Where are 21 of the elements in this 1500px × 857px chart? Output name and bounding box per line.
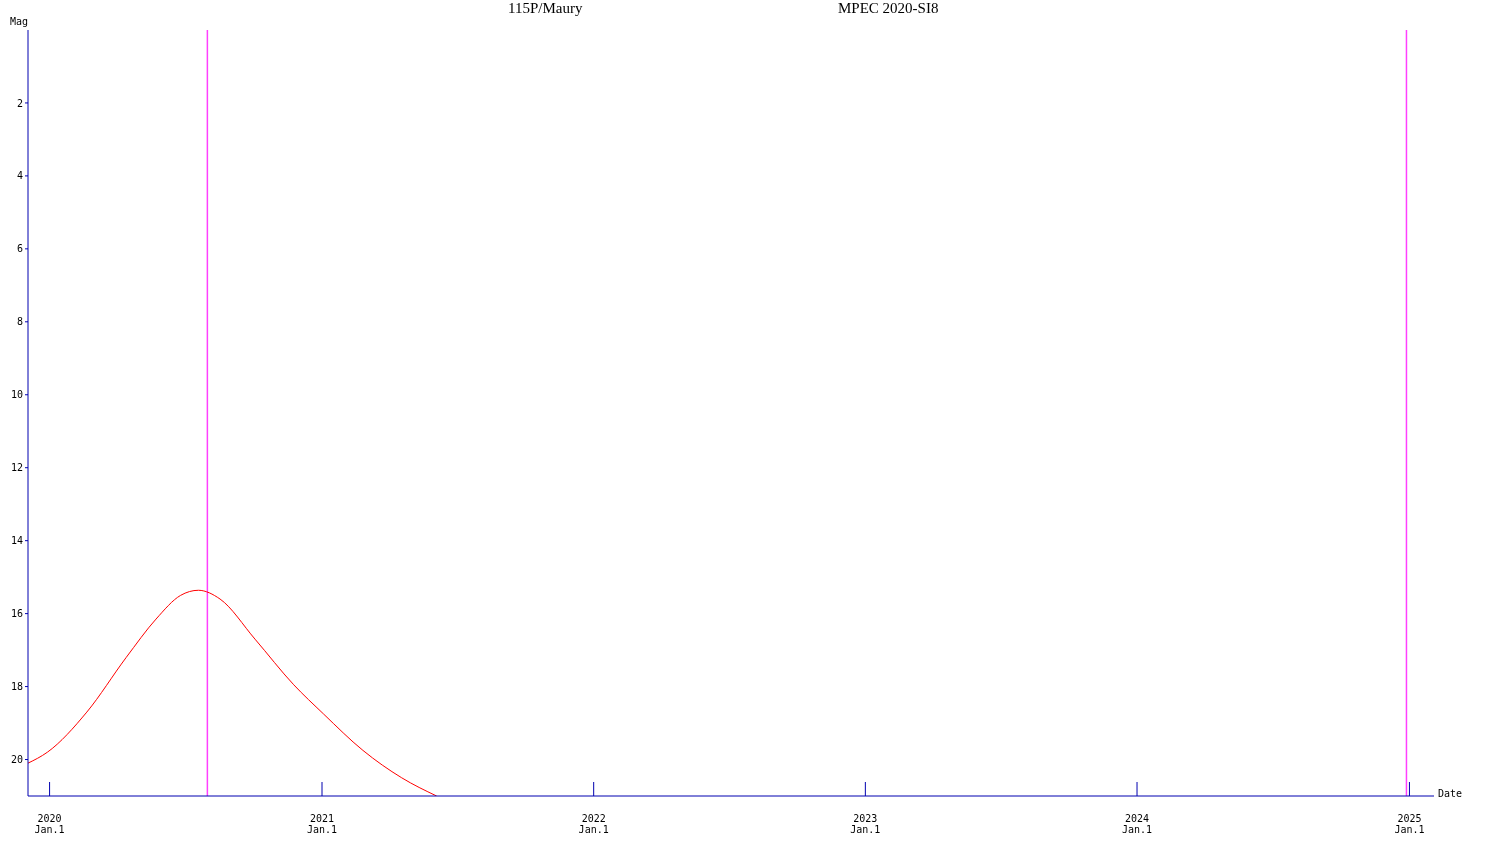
x-tick-label: 2022 Jan.1: [578, 813, 609, 835]
y-tick-label: 10: [10, 389, 23, 401]
y-tick-label: 14: [10, 535, 23, 547]
y-tick-label: 12: [10, 462, 23, 474]
y-tick-label: 8: [16, 316, 23, 328]
y-tick-label: 2: [16, 97, 23, 109]
y-axis-title: Mag: [10, 16, 29, 27]
y-tick-label: 20: [10, 754, 23, 766]
x-tick-label: 2024 Jan.1: [1121, 813, 1153, 835]
chart-subtitle: MPEC 2020-SI8: [838, 0, 939, 17]
y-tick-label: 6: [16, 243, 23, 255]
line-series: [28, 589, 438, 796]
y-tick-label: 4: [16, 170, 23, 182]
x-axis-title: Date: [1438, 788, 1463, 799]
x-tick-label: 2023 Jan.1: [850, 813, 881, 835]
y-tick-label: 16: [10, 608, 23, 620]
x-tick-label: 2020 Jan.1: [34, 813, 65, 835]
chart-title: 115P/Maury: [508, 0, 583, 17]
x-tick-label: 2021 Jan.1: [306, 813, 338, 835]
y-tick-label: 18: [10, 681, 23, 693]
x-tick-label: 2025 Jan.1: [1394, 813, 1425, 835]
